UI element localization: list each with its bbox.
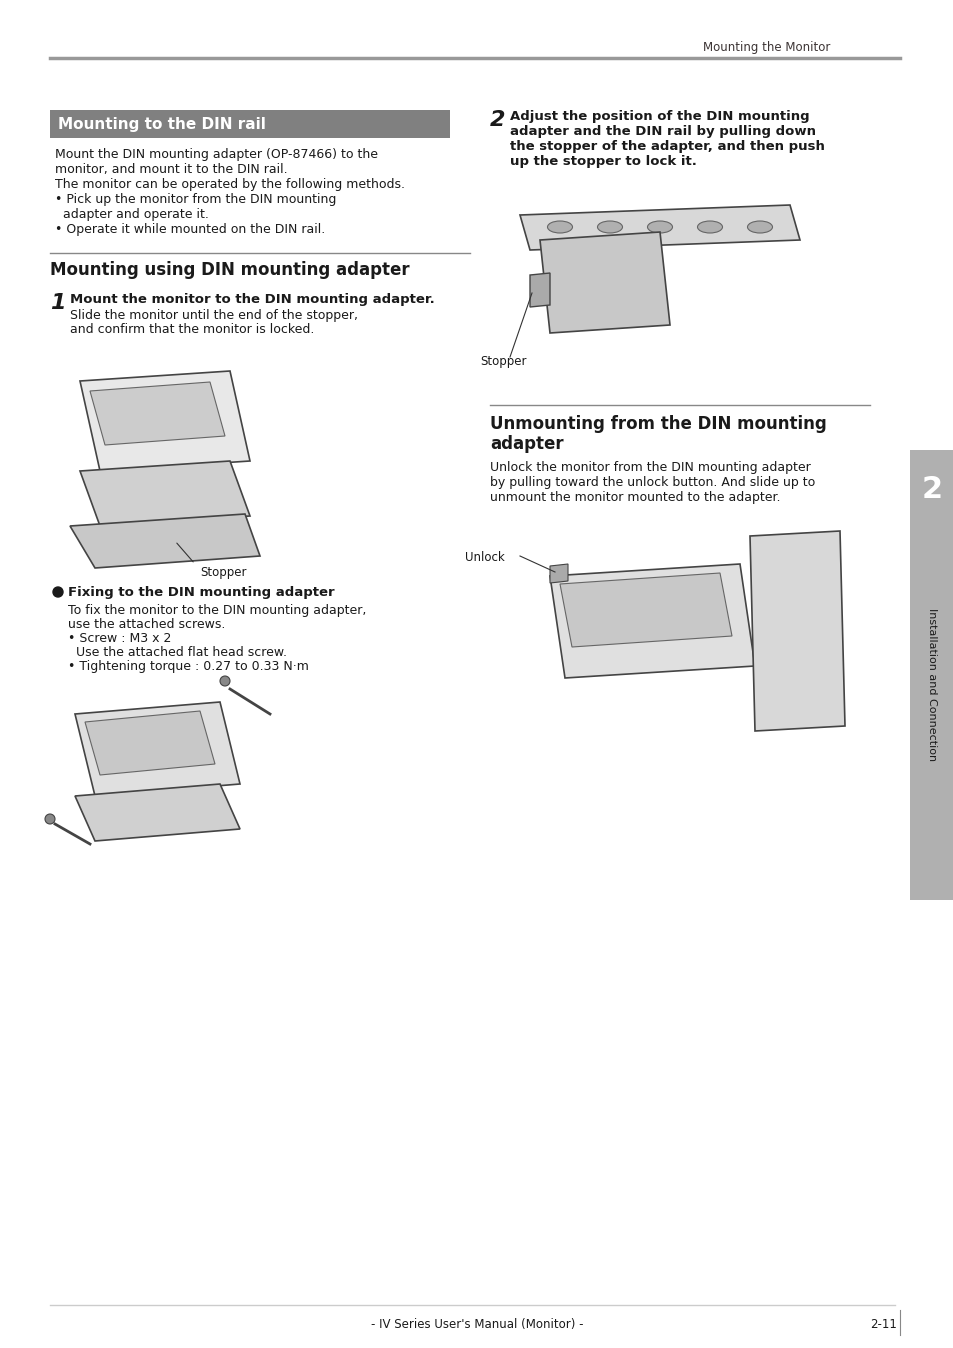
Polygon shape: [75, 702, 240, 797]
Text: the stopper of the adapter, and then push: the stopper of the adapter, and then pus…: [510, 140, 824, 154]
Polygon shape: [519, 205, 800, 249]
Text: 1: 1: [50, 293, 66, 313]
Text: • Tightening torque : 0.27 to 0.33 N·m: • Tightening torque : 0.27 to 0.33 N·m: [68, 661, 309, 673]
Circle shape: [53, 586, 63, 597]
Text: use the attached screws.: use the attached screws.: [68, 617, 225, 631]
Text: Adjust the position of the DIN mounting: Adjust the position of the DIN mounting: [510, 111, 809, 123]
Text: Mounting to the DIN rail: Mounting to the DIN rail: [58, 116, 266, 132]
Text: Mount the monitor to the DIN mounting adapter.: Mount the monitor to the DIN mounting ad…: [70, 293, 435, 306]
Ellipse shape: [697, 221, 721, 233]
Text: by pulling toward the unlock button. And slide up to: by pulling toward the unlock button. And…: [490, 476, 815, 489]
Text: unmount the monitor mounted to the adapter.: unmount the monitor mounted to the adapt…: [490, 491, 780, 504]
Polygon shape: [559, 573, 731, 647]
Polygon shape: [80, 461, 250, 526]
Text: To fix the monitor to the DIN mounting adapter,: To fix the monitor to the DIN mounting a…: [68, 604, 366, 617]
Circle shape: [220, 675, 230, 686]
Circle shape: [45, 814, 55, 824]
Polygon shape: [85, 710, 214, 775]
Polygon shape: [90, 381, 225, 445]
Text: 2-11: 2-11: [869, 1318, 896, 1330]
Polygon shape: [550, 563, 754, 678]
Text: • Operate it while mounted on the DIN rail.: • Operate it while mounted on the DIN ra…: [55, 222, 325, 236]
Bar: [50, 111, 450, 137]
Bar: [60, 341, 319, 572]
Text: and confirm that the monitor is locked.: and confirm that the monitor is locked.: [70, 324, 314, 336]
Text: Mount the DIN mounting adapter (OP-87466) to the: Mount the DIN mounting adapter (OP-87466…: [55, 148, 377, 160]
FancyBboxPatch shape: [909, 450, 953, 900]
Ellipse shape: [547, 221, 572, 233]
Text: monitor, and mount it to the DIN rail.: monitor, and mount it to the DIN rail.: [55, 163, 287, 177]
Text: Unmounting from the DIN mounting: Unmounting from the DIN mounting: [490, 415, 826, 433]
Text: • Screw : M3 x 2: • Screw : M3 x 2: [68, 632, 172, 644]
Text: Unlock the monitor from the DIN mounting adapter: Unlock the monitor from the DIN mounting…: [490, 461, 810, 474]
Polygon shape: [75, 785, 240, 841]
Polygon shape: [70, 514, 260, 568]
Polygon shape: [539, 232, 669, 333]
Text: adapter and the DIN rail by pulling down: adapter and the DIN rail by pulling down: [510, 125, 815, 137]
Text: - IV Series User's Manual (Monitor) -: - IV Series User's Manual (Monitor) -: [371, 1318, 582, 1330]
Polygon shape: [530, 274, 550, 307]
Polygon shape: [550, 563, 567, 582]
Text: Mounting using DIN mounting adapter: Mounting using DIN mounting adapter: [50, 262, 409, 279]
Polygon shape: [749, 531, 844, 731]
Text: • Pick up the monitor from the DIN mounting: • Pick up the monitor from the DIN mount…: [55, 193, 336, 206]
Ellipse shape: [647, 221, 672, 233]
Text: adapter and operate it.: adapter and operate it.: [55, 208, 209, 221]
Text: The monitor can be operated by the following methods.: The monitor can be operated by the follo…: [55, 178, 405, 191]
Text: Stopper: Stopper: [200, 566, 246, 580]
Text: 2: 2: [490, 111, 505, 129]
Ellipse shape: [597, 221, 622, 233]
Text: Slide the monitor until the end of the stopper,: Slide the monitor until the end of the s…: [70, 309, 357, 322]
Ellipse shape: [747, 221, 772, 233]
Text: Unlock: Unlock: [464, 551, 504, 563]
Text: 2: 2: [921, 474, 942, 504]
Polygon shape: [80, 371, 250, 470]
Text: Use the attached flat head screw.: Use the attached flat head screw.: [68, 646, 287, 659]
Text: Mounting the Monitor: Mounting the Monitor: [702, 42, 829, 54]
Text: Fixing to the DIN mounting adapter: Fixing to the DIN mounting adapter: [68, 586, 335, 599]
Text: up the stopper to lock it.: up the stopper to lock it.: [510, 155, 696, 168]
Text: adapter: adapter: [490, 435, 563, 453]
Text: Stopper: Stopper: [479, 355, 526, 368]
Text: Installation and Connection: Installation and Connection: [926, 608, 936, 762]
